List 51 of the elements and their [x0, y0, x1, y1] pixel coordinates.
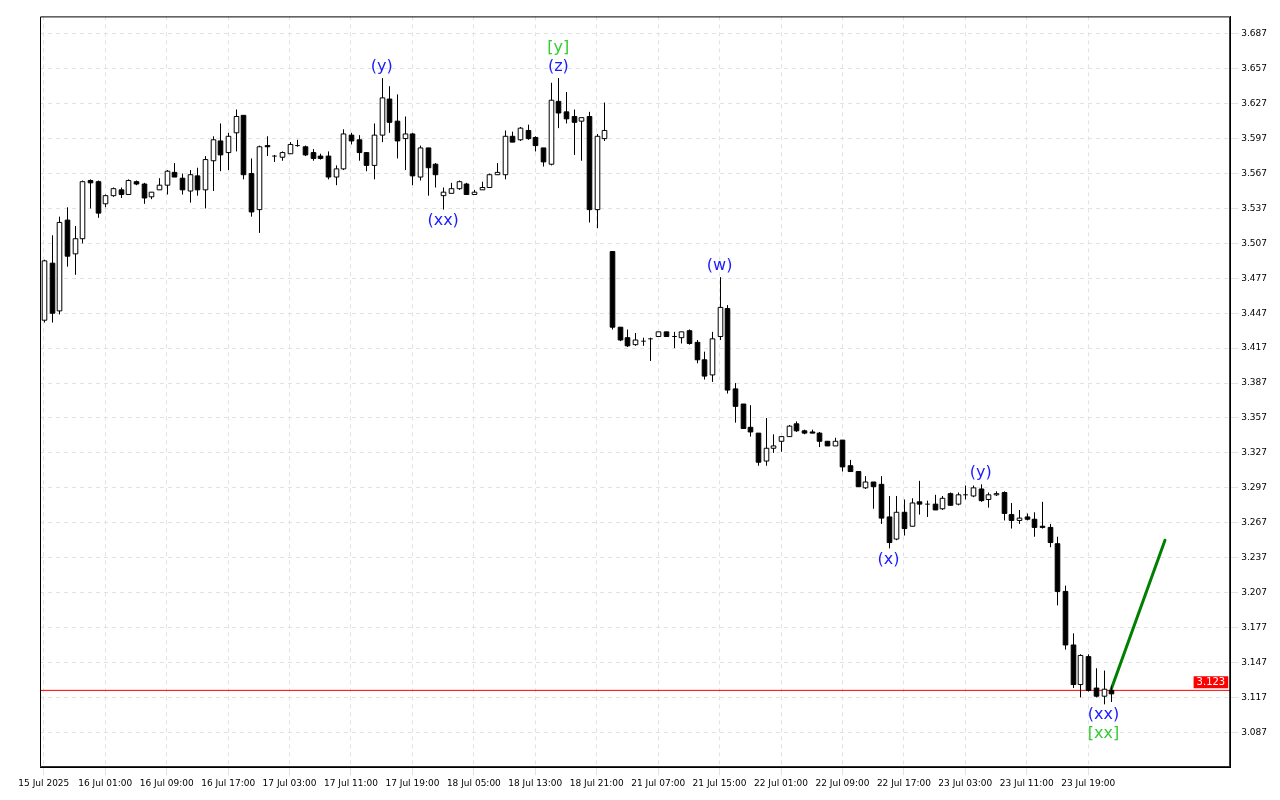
x-tick-label: 22 Jul 09:00	[815, 777, 870, 788]
annotation: (xx)	[427, 209, 459, 229]
y-tick-label: 3.447	[1241, 307, 1267, 318]
y-tick-label: 3.147	[1241, 656, 1267, 667]
y-tick-label: 3.657	[1241, 63, 1267, 74]
y-tick-label: 3.567	[1241, 167, 1267, 178]
y-tick-label: 3.687	[1241, 28, 1267, 39]
annotation: (y)	[370, 56, 393, 76]
candlestick	[647, 337, 654, 362]
annotation: (xx)	[1087, 704, 1120, 724]
y-tick-label: 3.417	[1241, 342, 1267, 353]
y-tick-label: 3.267	[1241, 517, 1267, 528]
x-tick-label: 23 Jul 11:00	[999, 777, 1054, 788]
ref-line-label: 3.123	[1196, 675, 1226, 687]
annotation: [y]	[547, 37, 570, 57]
y-tick-label: 3.327	[1241, 447, 1267, 458]
x-tick-label: 17 Jul 03:00	[262, 777, 317, 788]
y-tick-label: 3.207	[1241, 586, 1267, 597]
x-tick-label: 21 Jul 15:00	[692, 777, 747, 788]
y-tick-label: 3.507	[1241, 237, 1267, 248]
x-tick-label: 23 Jul 19:00	[1061, 777, 1116, 788]
x-tick-label: 17 Jul 11:00	[324, 777, 379, 788]
y-tick-label: 3.087	[1241, 726, 1267, 737]
x-tick-label: 16 Jul 09:00	[139, 777, 194, 788]
y-tick-label: 3.597	[1241, 132, 1267, 143]
y-tick-label: 3.477	[1241, 272, 1267, 283]
y-tick-label: 3.357	[1241, 412, 1267, 423]
x-tick-label: 18 Jul 05:00	[446, 777, 502, 788]
annotation: (w)	[706, 255, 733, 275]
annotation: (x)	[877, 548, 900, 568]
y-tick-label: 3.177	[1241, 621, 1267, 632]
candlestick	[671, 331, 678, 349]
x-tick-label: 21 Jul 07:00	[631, 777, 686, 788]
x-tick-label: 16 Jul 01:00	[78, 777, 133, 788]
x-tick-label: 22 Jul 17:00	[876, 777, 932, 788]
y-tick-label: 3.387	[1241, 377, 1267, 388]
x-tick-label: 23 Jul 03:00	[938, 777, 993, 788]
y-tick-label: 3.297	[1241, 482, 1267, 493]
x-tick-label: 18 Jul 13:00	[508, 777, 563, 788]
annotation: [xx]	[1087, 723, 1120, 743]
x-tick-label: 17 Jul 19:00	[385, 777, 440, 788]
x-tick-label: 15 Jul 2025	[18, 777, 70, 788]
x-tick-label: 22 Jul 01:00	[754, 777, 809, 788]
x-tick-label: 18 Jul 21:00	[569, 777, 624, 788]
x-tick-label: 16 Jul 17:00	[201, 777, 256, 788]
annotation: (y)	[969, 462, 992, 482]
y-tick-label: 3.537	[1241, 202, 1267, 213]
annotation: (z)	[547, 56, 569, 76]
y-tick-label: 3.117	[1241, 691, 1267, 702]
y-tick-label: 3.237	[1241, 552, 1267, 563]
y-tick-label: 3.627	[1241, 98, 1267, 109]
